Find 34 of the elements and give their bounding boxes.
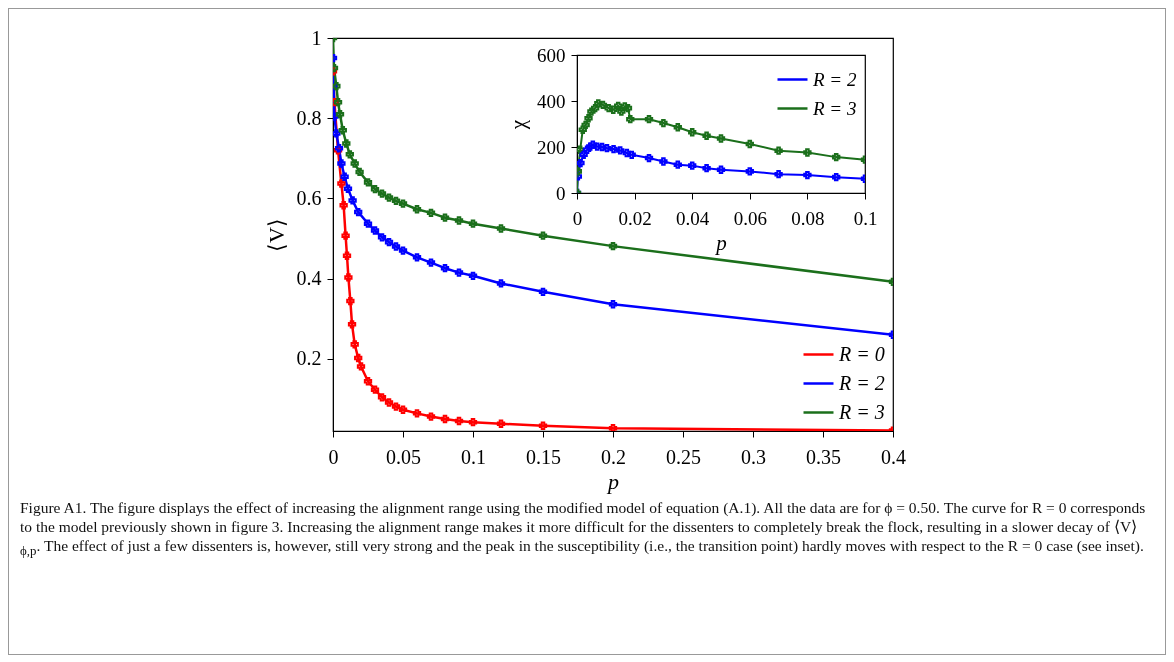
x-tick-label: 0.1 bbox=[461, 445, 486, 468]
x-tick-label: 0.2 bbox=[601, 445, 626, 468]
y-tick-label: 0.4 bbox=[296, 267, 322, 290]
y-tick-label: 400 bbox=[537, 90, 566, 112]
x-tick-label: 0.04 bbox=[676, 207, 710, 229]
legend-label: R = 0 bbox=[838, 342, 885, 365]
x-tick-label: 0 bbox=[328, 445, 339, 468]
y-tick-label: 0.6 bbox=[296, 186, 322, 209]
y-tick-label: 1 bbox=[311, 26, 322, 49]
y-axis-title: χ bbox=[506, 119, 530, 131]
y-tick-label: 0.2 bbox=[296, 347, 322, 370]
x-tick-label: 0.3 bbox=[741, 445, 766, 468]
x-axis-title: p bbox=[714, 230, 727, 255]
legend-label: R = 2 bbox=[838, 371, 885, 394]
x-tick-label: 0.25 bbox=[666, 445, 701, 468]
y-tick-label: 0 bbox=[556, 182, 566, 204]
x-tick-label: 0.1 bbox=[853, 207, 878, 229]
x-tick-label: 0.08 bbox=[791, 207, 825, 229]
legend-label: R = 2 bbox=[812, 68, 857, 90]
x-axis-title: p bbox=[606, 468, 619, 494]
x-tick-label: 0 bbox=[572, 207, 583, 229]
legend-label: R = 3 bbox=[838, 400, 885, 423]
x-tick-label: 0.02 bbox=[618, 207, 652, 229]
y-tick-label: 0.8 bbox=[296, 106, 322, 129]
y-tick-label: 200 bbox=[537, 136, 566, 158]
x-tick-label: 0.15 bbox=[526, 445, 561, 468]
x-tick-label: 0.35 bbox=[806, 445, 841, 468]
x-tick-label: 0.06 bbox=[733, 207, 767, 229]
x-tick-label: 0.4 bbox=[881, 445, 906, 468]
y-axis-title: ⟨V⟩ bbox=[263, 218, 289, 252]
x-tick-label: 0.05 bbox=[386, 445, 421, 468]
y-tick-label: 600 bbox=[537, 44, 566, 66]
caption: Figure A1. The figure displays the effect of increasing the alignment range using the modified model of equation (A.1). All the data are for ϕ = 0.50. The curve for R = 0 corresponds to the model previously shown in figure 3. Increasing the alignment range makes it more difficult for the dissenters to completely break the flock, resulting in a slower decay of ⟨V⟩$_{ϕ,p}$. The effect of just a few dissenters is, however, still very strong and the peak in the susceptibility (i.e., the transition point) hardly moves with respect to the R = 0 case (see inset). bbox=[20, 498, 1147, 561]
legend-label: R = 3 bbox=[812, 97, 857, 119]
